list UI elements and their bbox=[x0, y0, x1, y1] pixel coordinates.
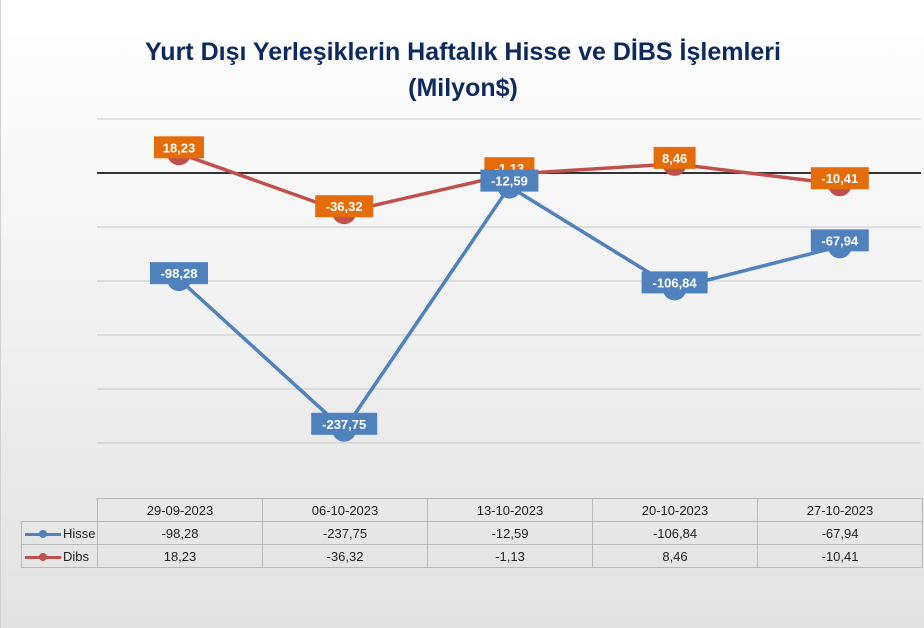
table-cell: -98,28 bbox=[97, 521, 263, 545]
table-row-hisse: Hisse -98,28 -237,75 -12,59 -106,84 -67,… bbox=[21, 521, 923, 545]
series-name: Dibs bbox=[63, 548, 90, 564]
data-label-text: -67,94 bbox=[821, 233, 859, 248]
table-corner bbox=[21, 498, 98, 522]
table-header-cell: 13-10-2023 bbox=[427, 498, 593, 522]
data-label-hisse: -237,75 bbox=[311, 412, 378, 435]
table-series-key: Hisse bbox=[21, 521, 98, 545]
data-label-text: -98,28 bbox=[161, 266, 198, 281]
table-row-dibs: Dibs 18,23 -36,32 -1,13 8,46 -10,41 bbox=[21, 544, 923, 568]
chart-title-line-2: (Milyon$) bbox=[408, 74, 518, 102]
legend-key-hisse bbox=[25, 529, 61, 539]
table-header-row: 29-09-2023 06-10-2023 13-10-2023 20-10-2… bbox=[21, 498, 923, 522]
legend-key-dibs bbox=[25, 552, 61, 562]
data-label-box bbox=[641, 271, 708, 294]
data-label-text: 18,23 bbox=[163, 140, 196, 155]
table-header-cell: 06-10-2023 bbox=[262, 498, 428, 522]
data-label-text: -237,75 bbox=[322, 417, 366, 432]
table-cell: -67,94 bbox=[757, 521, 923, 545]
series-name: Hisse bbox=[63, 525, 96, 541]
table-cell: -237,75 bbox=[262, 521, 428, 545]
plot-area: 18,23-36,32-1,138,46-10,41-98,28-237,75-… bbox=[96, 118, 924, 500]
data-label-hisse: -67,94 bbox=[810, 229, 869, 252]
table-header-cell: 29-09-2023 bbox=[97, 498, 263, 522]
data-label-hisse: -106,84 bbox=[641, 271, 708, 294]
series-line-hisse bbox=[177, 184, 841, 432]
data-label-text: -10,41 bbox=[821, 171, 858, 186]
data-label-text: -12,59 bbox=[491, 174, 528, 189]
data-label-box bbox=[315, 195, 374, 218]
table-cell: -106,84 bbox=[592, 521, 758, 545]
data-label-box bbox=[480, 169, 539, 192]
table-cell: 8,46 bbox=[592, 544, 758, 568]
data-label-box bbox=[150, 262, 208, 285]
chart-title: Yurt Dışı Yerleşiklerin Haftalık Hisse v… bbox=[1, 34, 924, 106]
data-label-dibs: 18,23 bbox=[154, 136, 204, 159]
data-label-text: 8,46 bbox=[662, 151, 687, 166]
table-cell: -36,32 bbox=[262, 544, 428, 568]
data-label-text: -36,32 bbox=[326, 199, 363, 214]
data-label-box bbox=[653, 146, 696, 169]
data-label-hisse: -12,59 bbox=[480, 169, 539, 192]
table-cell: 18,23 bbox=[97, 544, 263, 568]
table-header-cell: 20-10-2023 bbox=[592, 498, 758, 522]
data-label-dibs: 8,46 bbox=[653, 146, 696, 169]
table-header-cell: 27-10-2023 bbox=[757, 498, 923, 522]
data-table: 29-09-2023 06-10-2023 13-10-2023 20-10-2… bbox=[21, 498, 923, 568]
data-label-hisse: -98,28 bbox=[150, 262, 208, 285]
data-label-text: -106,84 bbox=[653, 275, 698, 290]
data-label-dibs: -10,41 bbox=[810, 167, 869, 190]
data-label-box bbox=[810, 229, 869, 252]
chart-title-line-1: Yurt Dışı Yerleşiklerin Haftalık Hisse v… bbox=[145, 38, 781, 66]
table-series-key: Dibs bbox=[21, 544, 98, 568]
table-cell: -12,59 bbox=[427, 521, 593, 545]
table-cell: -10,41 bbox=[757, 544, 923, 568]
table-cell: -1,13 bbox=[427, 544, 593, 568]
data-label-dibs: -36,32 bbox=[315, 195, 374, 218]
data-label-box bbox=[154, 136, 204, 159]
data-label-box bbox=[311, 412, 378, 435]
data-label-box bbox=[810, 167, 869, 190]
